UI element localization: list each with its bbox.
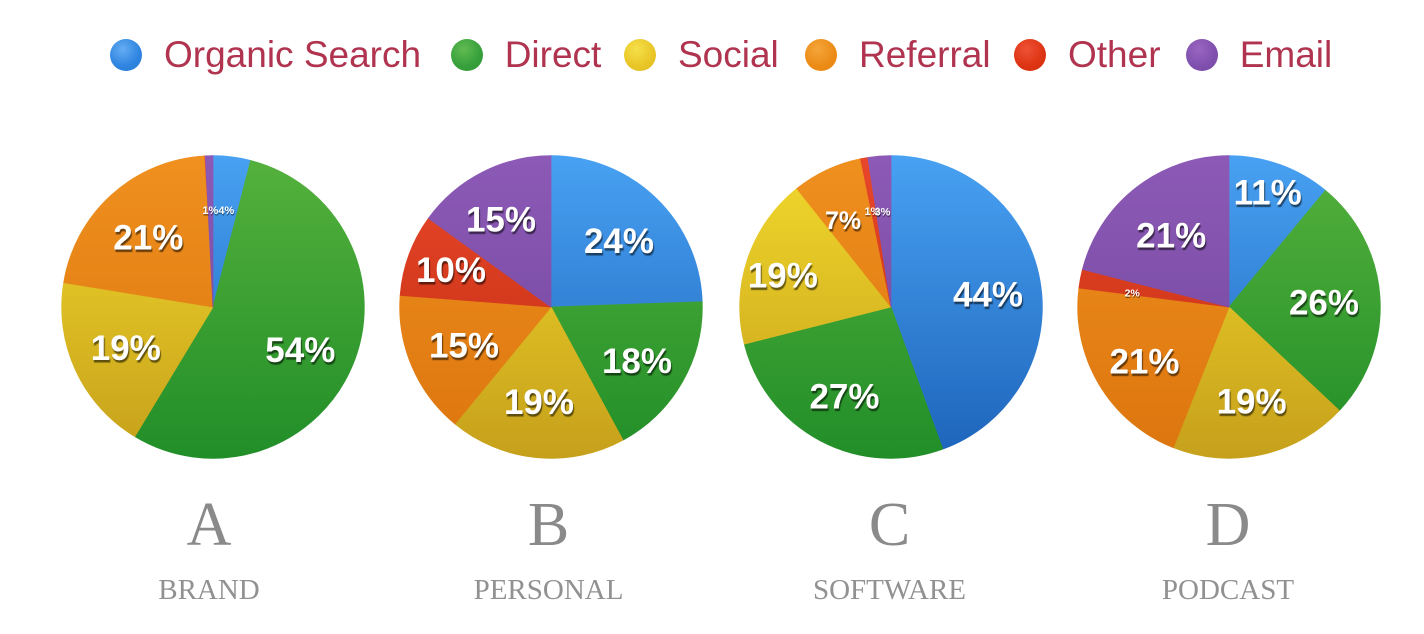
svg-text:2%: 2%: [1125, 287, 1141, 299]
svg-text:24%: 24%: [584, 222, 654, 261]
svg-text:4%: 4%: [218, 205, 234, 217]
svg-text:3%: 3%: [874, 207, 890, 219]
svg-text:10%: 10%: [416, 251, 486, 290]
svg-text:27%: 27%: [809, 377, 879, 416]
svg-text:19%: 19%: [504, 383, 574, 422]
svg-text:21%: 21%: [113, 218, 183, 257]
svg-text:21%: 21%: [1109, 342, 1179, 381]
svg-text:19%: 19%: [1217, 382, 1287, 421]
svg-text:21%: 21%: [1136, 216, 1206, 255]
svg-text:7%: 7%: [825, 207, 861, 235]
svg-text:44%: 44%: [952, 275, 1022, 314]
svg-text:15%: 15%: [466, 200, 536, 239]
svg-text:19%: 19%: [90, 329, 160, 368]
svg-text:1%: 1%: [202, 205, 218, 217]
svg-text:18%: 18%: [602, 342, 672, 381]
svg-text:11%: 11%: [1234, 173, 1302, 212]
svg-text:19%: 19%: [747, 257, 817, 296]
svg-text:1%: 1%: [864, 206, 880, 218]
svg-text:54%: 54%: [265, 331, 335, 370]
svg-text:26%: 26%: [1289, 283, 1359, 322]
svg-text:15%: 15%: [429, 326, 499, 365]
